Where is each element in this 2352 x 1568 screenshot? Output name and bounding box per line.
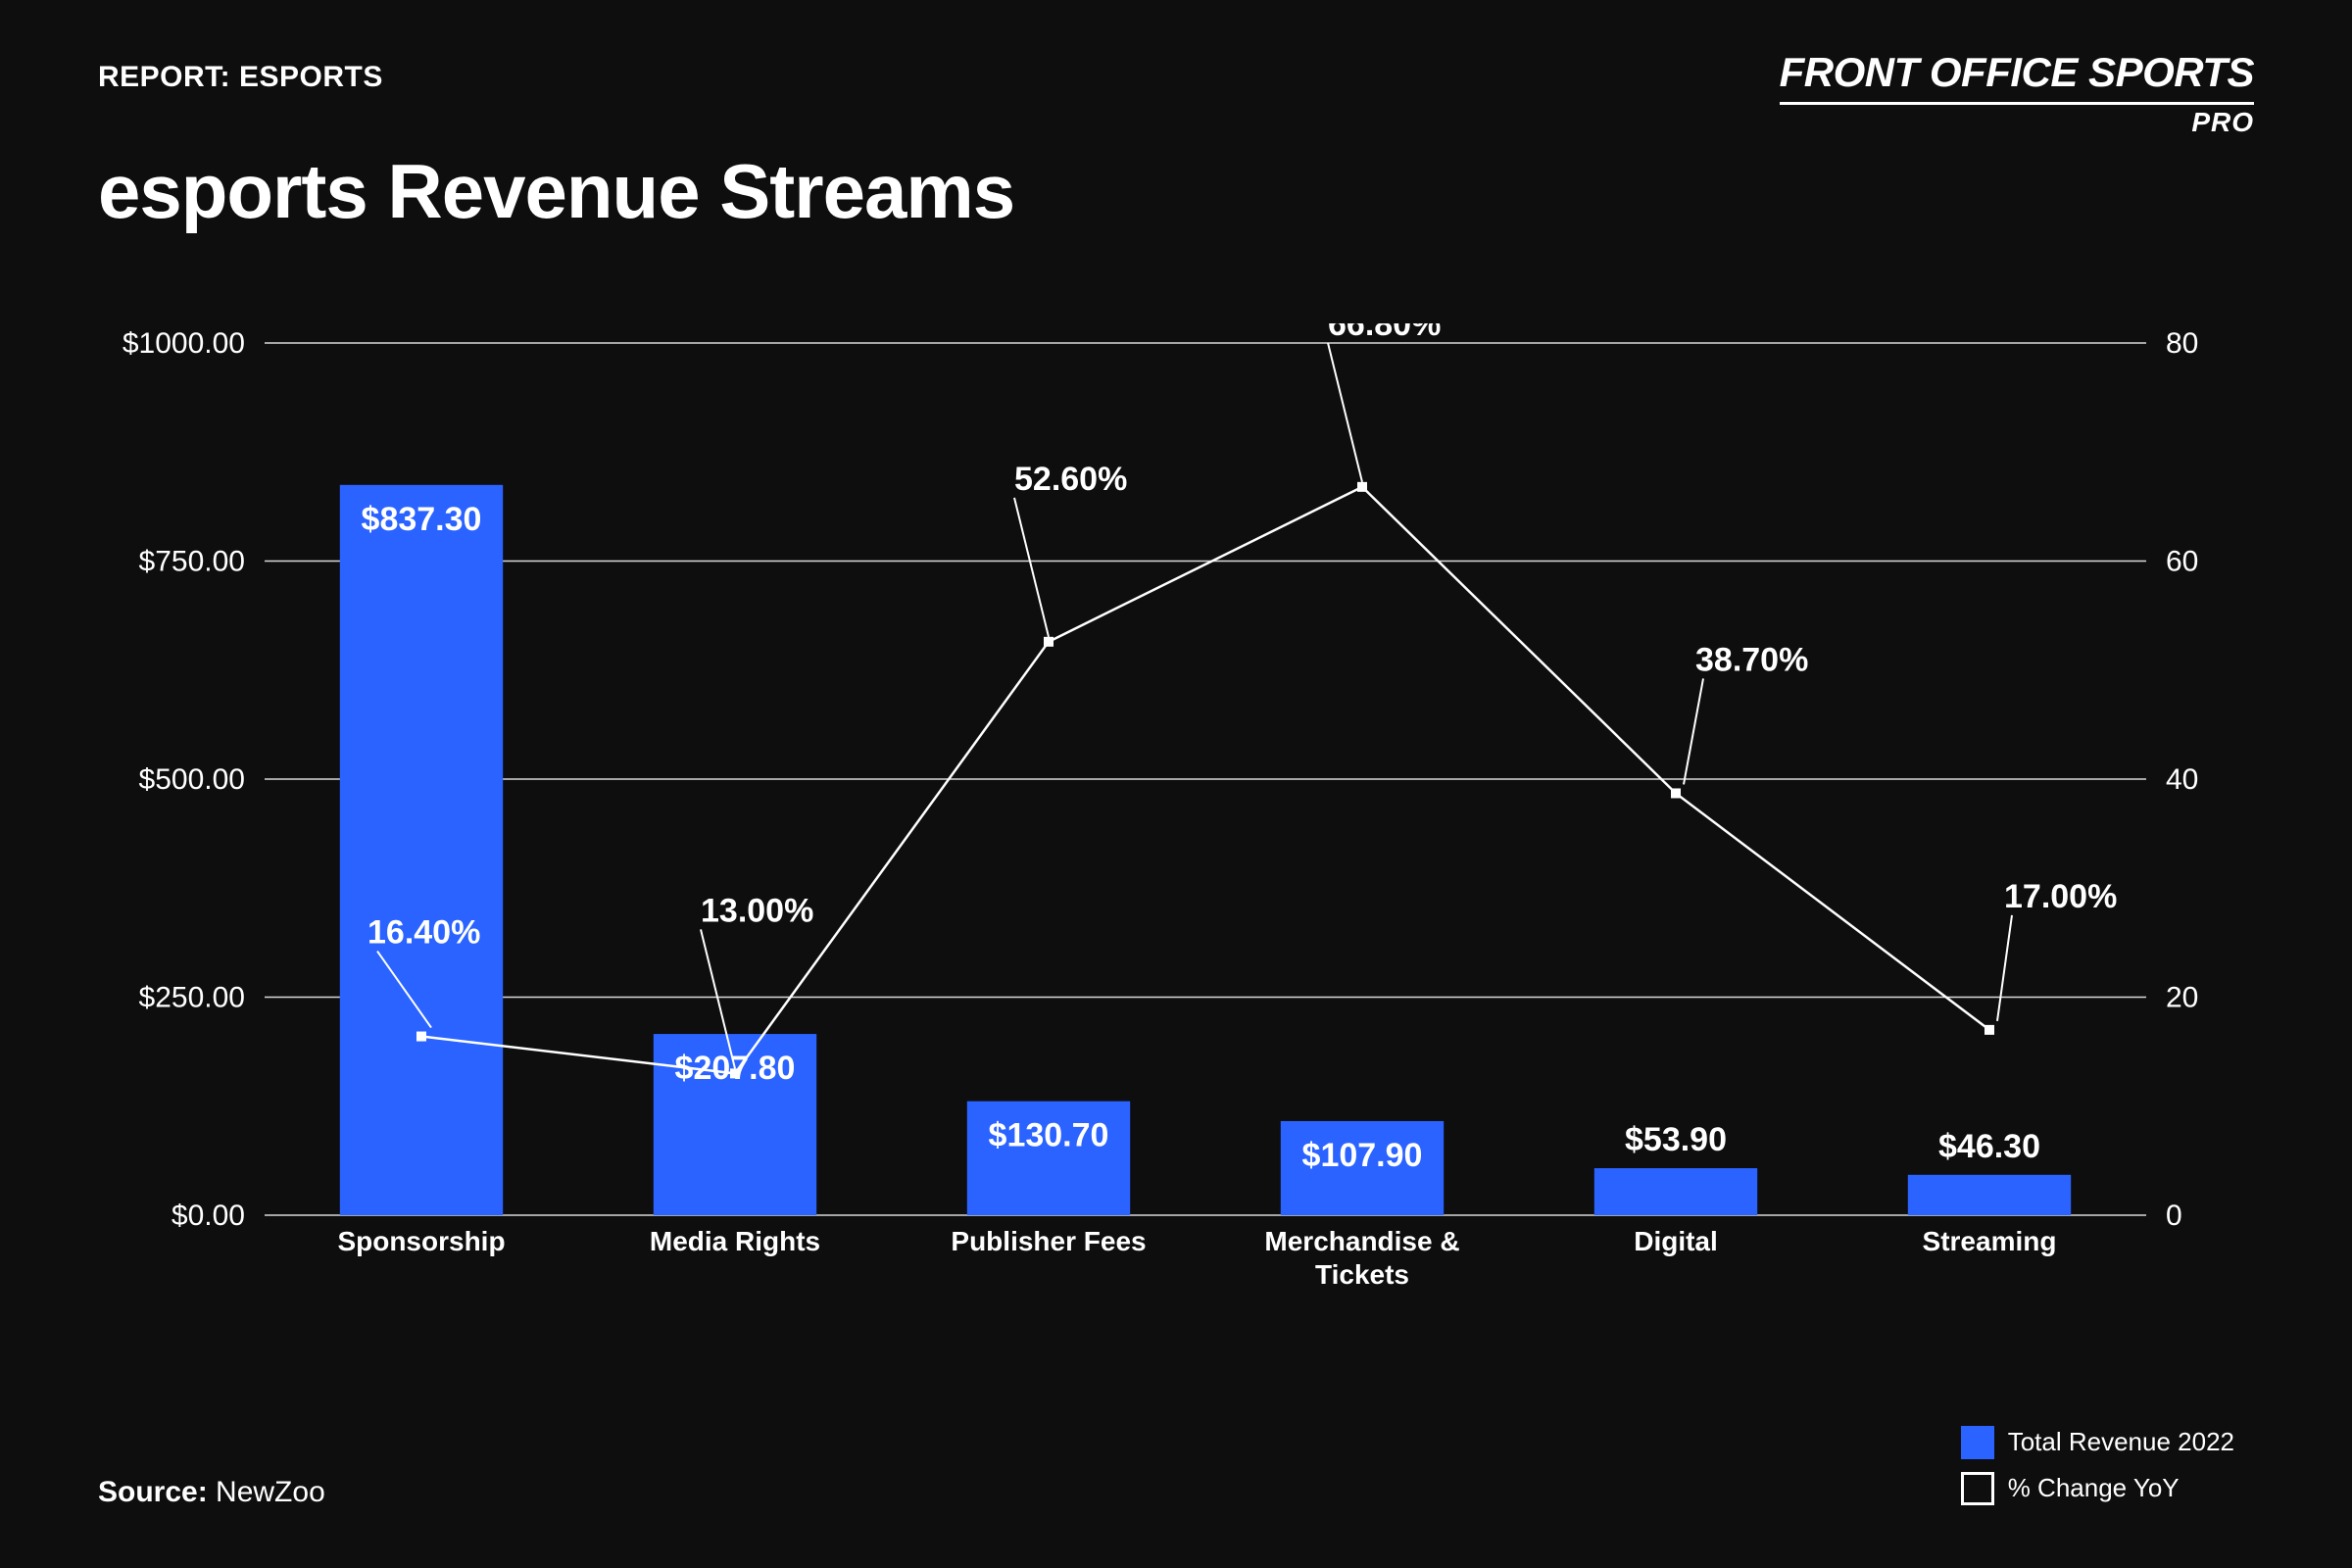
svg-text:60: 60 [2166, 546, 2198, 578]
svg-text:Sponsorship: Sponsorship [337, 1226, 505, 1256]
svg-text:16.40%: 16.40% [368, 914, 480, 952]
legend-line: % Change YoY [1961, 1468, 2234, 1509]
brand-rule [1780, 102, 2254, 105]
brand-lockup: FRONT OFFICE SPORTS PRO [1780, 49, 2254, 138]
svg-text:Digital: Digital [1634, 1226, 1718, 1256]
svg-text:Streaming: Streaming [1923, 1226, 2057, 1256]
svg-text:17.00%: 17.00% [2004, 878, 2117, 915]
svg-text:38.70%: 38.70% [1695, 641, 1808, 678]
svg-text:13.00%: 13.00% [701, 892, 813, 929]
legend-line-label: % Change YoY [2008, 1468, 2180, 1509]
legend-bars: Total Revenue 2022 [1961, 1422, 2234, 1463]
svg-text:$750.00: $750.00 [139, 546, 245, 578]
svg-text:$250.00: $250.00 [139, 982, 245, 1014]
svg-text:40: 40 [2166, 763, 2198, 796]
svg-text:$837.30: $837.30 [362, 501, 482, 538]
source-value: NewZoo [216, 1476, 325, 1508]
svg-text:0: 0 [2166, 1200, 2182, 1232]
source-attribution: Source: NewZoo [98, 1476, 325, 1509]
legend-swatch-bars [1961, 1426, 1994, 1459]
svg-text:Media Rights: Media Rights [650, 1226, 820, 1256]
svg-text:$53.90: $53.90 [1625, 1121, 1727, 1158]
svg-text:52.60%: 52.60% [1014, 461, 1127, 498]
brand-main: FRONT OFFICE SPORTS [1780, 49, 2254, 96]
svg-text:20: 20 [2166, 982, 2198, 1014]
report-tag: REPORT: ESPORTS [98, 61, 383, 94]
brand-sub: PRO [1780, 107, 2254, 138]
svg-text:66.80%: 66.80% [1328, 323, 1441, 343]
svg-text:Tickets: Tickets [1315, 1259, 1409, 1290]
svg-text:$1000.00: $1000.00 [122, 327, 245, 360]
chart-container: $0.00 $250.00 $500.00 $750.00 $1000.00 0 20 40 6… [98, 323, 2254, 1323]
chart-title: esports Revenue Streams [98, 147, 1014, 236]
svg-text:$107.90: $107.90 [1302, 1137, 1423, 1174]
legend-swatch-line [1961, 1472, 1994, 1505]
svg-text:$46.30: $46.30 [1938, 1128, 2040, 1165]
svg-text:$0.00: $0.00 [172, 1200, 245, 1232]
svg-text:Publisher Fees: Publisher Fees [951, 1226, 1146, 1256]
chart-legend: Total Revenue 2022 % Change YoY [1961, 1416, 2234, 1509]
source-label: Source: [98, 1476, 208, 1508]
svg-text:80: 80 [2166, 327, 2198, 360]
svg-text:$130.70: $130.70 [989, 1117, 1109, 1154]
svg-text:$500.00: $500.00 [139, 763, 245, 796]
svg-text:Merchandise &: Merchandise & [1264, 1226, 1459, 1256]
legend-bars-label: Total Revenue 2022 [2008, 1422, 2234, 1463]
revenue-chart: $0.00 $250.00 $500.00 $750.00 $1000.00 0 20 40 6… [98, 323, 2254, 1323]
